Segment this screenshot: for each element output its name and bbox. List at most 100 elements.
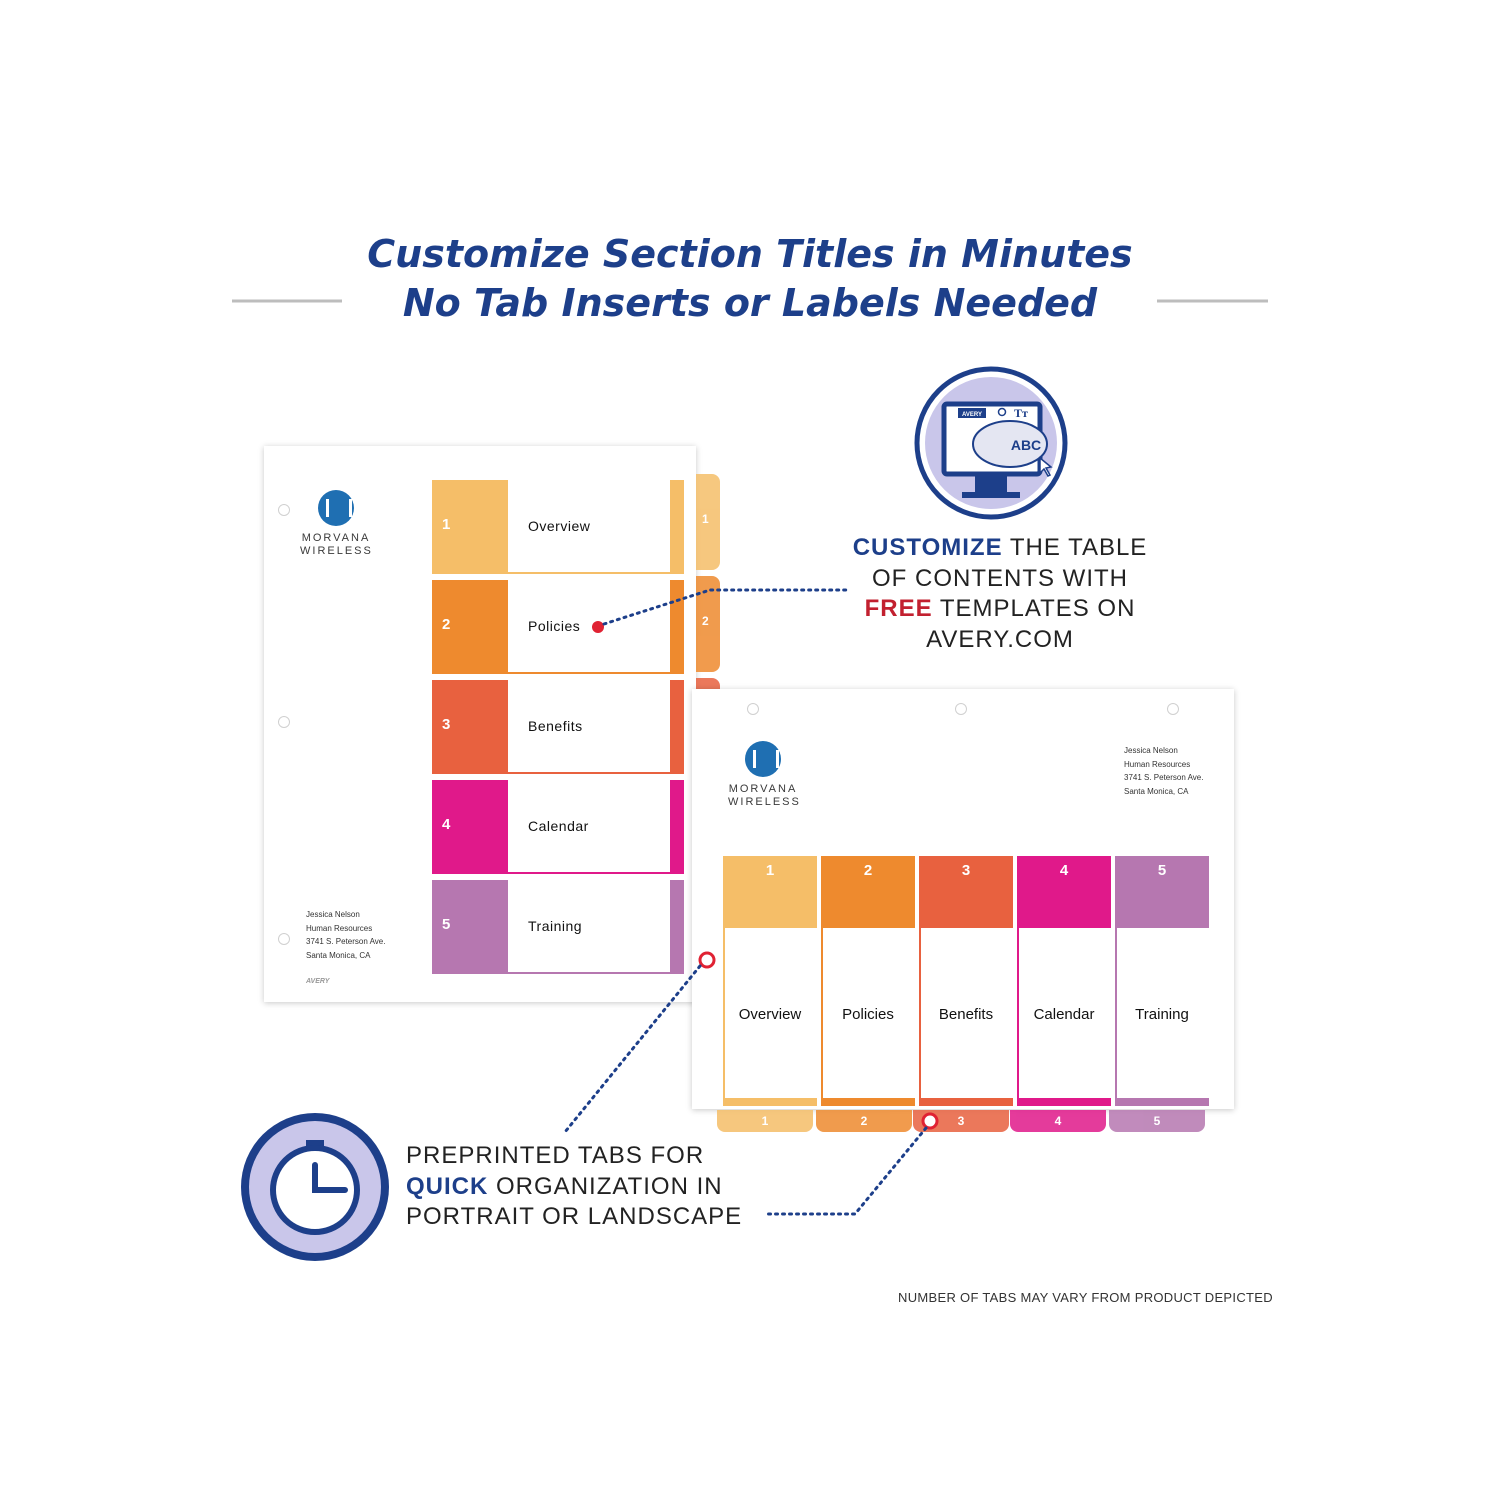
tab-number: 5: [1153, 1114, 1161, 1128]
toc-column-foot: [1017, 1098, 1111, 1106]
toc-row-2: 2 Policies: [432, 580, 684, 674]
toc-row-5: 5 Training: [432, 880, 684, 974]
callout-text: AVERY.COM: [926, 625, 1074, 653]
toc-column-line: [919, 928, 921, 1098]
address-line: Santa Monica, CA: [1124, 786, 1189, 796]
company-logo: MORVANA WIRELESS: [728, 741, 801, 809]
toc-number: 1: [765, 862, 775, 879]
tab-number: 4: [1054, 1114, 1062, 1128]
monitor-icon: AVERY Tт ABC: [914, 366, 1068, 520]
toc-column-4: 4 Calendar: [1017, 856, 1111, 1106]
toc-underline: [508, 672, 684, 674]
toc-number: 5: [442, 916, 451, 933]
bottom-tab-5: 5: [1109, 1110, 1205, 1132]
side-tab-1: 1: [696, 474, 720, 570]
toc-underline: [508, 772, 684, 774]
logo-text-line-1: MORVANA: [301, 532, 371, 544]
address-line: Human Resources: [1124, 759, 1191, 769]
monitor-font-glyph: Tт: [1014, 406, 1028, 420]
toc-column-foot: [723, 1098, 817, 1106]
toc-color-block: 2: [432, 580, 508, 674]
toc-edge-strip: [670, 880, 684, 974]
toc-underline: [508, 572, 684, 574]
monitor-brand-text: AVERY: [962, 412, 982, 418]
punch-hole: [1167, 703, 1179, 715]
toc-edge-strip: [670, 780, 684, 874]
toc-number: 2: [442, 616, 451, 633]
toc-label: Benefits: [938, 1006, 994, 1023]
toc-number: 4: [442, 816, 451, 833]
bottom-tab-2: 2: [816, 1110, 912, 1132]
logo-text-line-2: WIRELESS: [728, 796, 801, 808]
tab-number: 1: [702, 512, 709, 526]
address-line: Jessica Nelson: [1124, 746, 1178, 755]
toc-label: Policies: [528, 618, 581, 634]
punch-hole: [955, 703, 967, 715]
callout-customize-text: CUSTOMIZE THE TABLE OF CONTENTS WITH FRE…: [800, 533, 1200, 655]
toc-edge-strip: [670, 480, 684, 574]
toc-label: Training: [528, 918, 583, 934]
tab-number: 2: [860, 1114, 868, 1128]
toc-label: Overview: [738, 1006, 802, 1023]
punch-hole: [278, 933, 290, 945]
address-line: 3741 S. Peterson Ave.: [306, 937, 386, 946]
toc-row-3: 3 Benefits: [432, 680, 684, 774]
portrait-divider-sheet: MORVANA WIRELESS Jessica Nelson Human Re…: [264, 446, 696, 1002]
toc-color-block: 4: [432, 780, 508, 874]
callout-emphasis: FREE: [864, 595, 933, 622]
toc-label: Calendar: [1033, 1006, 1095, 1023]
toc-column-5: 5 Training: [1115, 856, 1209, 1106]
toc-label: Benefits: [528, 718, 583, 734]
address-block: Jessica Nelson Human Resources 3741 S. P…: [1124, 744, 1203, 798]
punch-hole: [278, 716, 290, 728]
toc-column-line: [1115, 928, 1117, 1098]
toc-column-2: 2 Policies: [821, 856, 915, 1106]
headline-line-2: No Tab Inserts or Labels Needed: [402, 281, 1098, 325]
callout-tabs-text: PREPRINTED TABS FOR QUICK ORGANIZATION I…: [406, 1141, 826, 1233]
callout-emphasis: CUSTOMIZE: [852, 534, 1003, 561]
toc-edge-strip: [670, 680, 684, 774]
toc-label: Overview: [528, 518, 591, 534]
bottom-tab-3: 3: [913, 1110, 1009, 1132]
toc-color-block: 4: [1017, 856, 1111, 928]
toc-number: 1: [442, 516, 451, 533]
stopwatch-icon: [241, 1113, 389, 1261]
toc-color-block: 1: [432, 480, 508, 574]
address-block: Jessica Nelson Human Resources 3741 S. P…: [306, 908, 385, 962]
logo-mark-icon: [745, 741, 781, 777]
callout-text: ORGANIZATION IN: [488, 1172, 723, 1200]
company-logo: MORVANA WIRELESS: [300, 490, 372, 558]
side-tab-2: 2: [696, 576, 720, 672]
bottom-tab-4: 4: [1010, 1110, 1106, 1132]
toc-underline: [508, 972, 684, 974]
toc-label: Training: [1135, 1006, 1189, 1023]
toc-column-3: 3 Benefits: [919, 856, 1013, 1106]
callout-text: THE TABLE: [1002, 534, 1148, 561]
disclaimer-text: NUMBER OF TABS MAY VARY FROM PRODUCT DEP…: [898, 1290, 1273, 1305]
monitor-sample-text: ABC: [1011, 437, 1041, 453]
address-line: 3741 S. Peterson Ave.: [1124, 773, 1204, 782]
bottom-tab-1: 1: [717, 1110, 813, 1132]
callout-text: OF CONTENTS WITH: [872, 564, 1128, 592]
toc-column-line: [723, 928, 725, 1098]
toc-number: 3: [961, 862, 971, 879]
tab-number: 2: [702, 614, 709, 628]
address-line: Santa Monica, CA: [306, 950, 371, 960]
tab-number: 3: [957, 1114, 965, 1128]
toc-edge-strip: [670, 580, 684, 674]
avery-logo-icon: AVERY: [306, 978, 330, 985]
toc-color-block: 1: [723, 856, 817, 928]
toc-color-block: 3: [919, 856, 1013, 928]
toc-number: 2: [863, 862, 873, 879]
toc-column-1: 1 Overview: [723, 856, 817, 1106]
toc-column-line: [1017, 928, 1019, 1098]
leader-tabs-landscape: [764, 1112, 939, 1216]
address-line: Jessica Nelson: [306, 910, 360, 919]
toc-column-foot: [1115, 1098, 1209, 1106]
logo-mark-icon: [318, 490, 354, 526]
toc-number: 4: [1059, 862, 1069, 879]
toc-label: Policies: [842, 1006, 894, 1023]
headline-line-1: Customize Section Titles in Minutes: [367, 232, 1133, 276]
